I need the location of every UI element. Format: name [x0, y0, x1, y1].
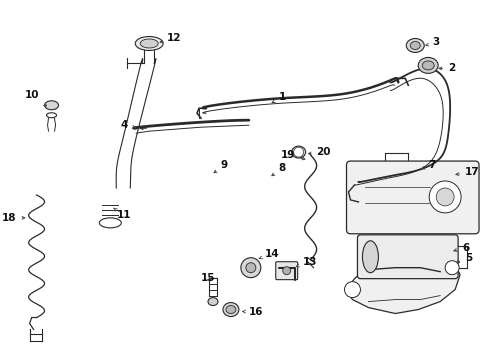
Text: 19: 19: [281, 150, 305, 160]
Text: 12: 12: [160, 33, 182, 44]
Ellipse shape: [140, 39, 158, 48]
FancyBboxPatch shape: [346, 161, 479, 234]
Circle shape: [436, 188, 454, 206]
Ellipse shape: [45, 101, 58, 110]
Circle shape: [445, 261, 459, 275]
Ellipse shape: [292, 146, 306, 158]
Polygon shape: [345, 252, 460, 314]
Text: 13: 13: [296, 257, 317, 267]
Ellipse shape: [363, 241, 378, 273]
Text: 14: 14: [259, 249, 279, 259]
Text: 5: 5: [457, 253, 472, 263]
Ellipse shape: [47, 113, 56, 118]
Ellipse shape: [406, 39, 424, 53]
Circle shape: [344, 282, 361, 298]
Ellipse shape: [223, 302, 239, 316]
Text: 20: 20: [308, 147, 331, 157]
Circle shape: [241, 258, 261, 278]
Text: 3: 3: [426, 37, 440, 48]
FancyBboxPatch shape: [358, 235, 458, 279]
Text: 15: 15: [201, 273, 216, 283]
Text: 1: 1: [272, 92, 286, 103]
Text: 6: 6: [454, 243, 469, 253]
Ellipse shape: [135, 36, 163, 50]
Text: 16: 16: [243, 306, 263, 316]
Ellipse shape: [422, 61, 434, 70]
Circle shape: [246, 263, 256, 273]
Text: 10: 10: [25, 90, 47, 106]
Text: 8: 8: [272, 163, 286, 176]
Text: 11: 11: [114, 208, 131, 220]
Circle shape: [283, 267, 291, 275]
FancyBboxPatch shape: [276, 262, 298, 280]
Text: 7: 7: [422, 160, 436, 170]
Text: 4: 4: [121, 120, 136, 130]
Text: 18: 18: [2, 213, 25, 223]
Circle shape: [429, 181, 461, 213]
Ellipse shape: [410, 41, 420, 49]
Text: 17: 17: [456, 167, 480, 177]
Ellipse shape: [208, 298, 218, 306]
Circle shape: [294, 147, 304, 157]
Ellipse shape: [99, 218, 122, 228]
Text: 2: 2: [439, 63, 455, 73]
Text: 9: 9: [214, 160, 228, 173]
Ellipse shape: [226, 306, 236, 314]
Ellipse shape: [418, 58, 438, 73]
